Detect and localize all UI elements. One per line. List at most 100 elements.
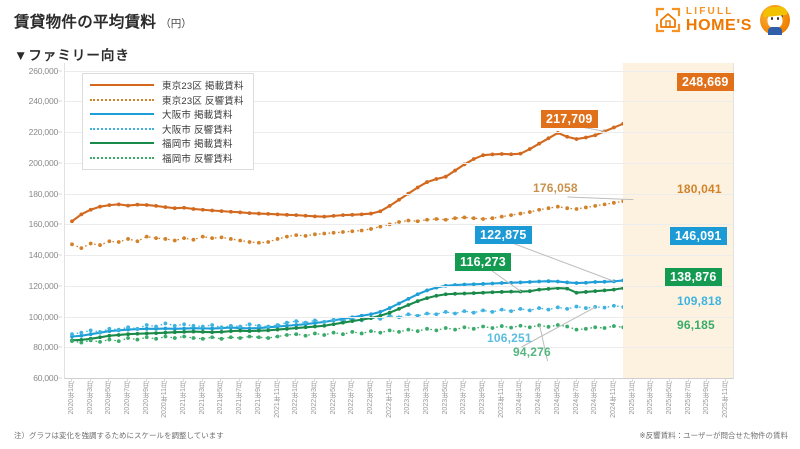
x-axis-tick [668,379,670,382]
x-axis-tick [295,379,297,382]
data-point [387,204,392,208]
data-point [322,231,327,236]
data-point [154,204,158,208]
x-axis-tick [183,379,185,382]
data-point [397,197,401,202]
data-point [79,340,84,345]
data-point [611,324,616,328]
data-point [228,329,233,334]
x-axis-tick [239,379,241,382]
data-point [518,323,523,328]
data-point [434,312,439,317]
x-axis-tick [575,379,577,382]
data-point [172,326,177,331]
data-point [200,330,205,334]
data-point [425,217,429,222]
data-point [415,219,420,224]
y-axis-tick [58,377,62,379]
x-axis-tick [687,379,689,382]
data-point [387,306,392,310]
x-axis-label: 2024年3月 [535,381,543,415]
data-point [583,205,588,210]
gridline [65,224,733,226]
data-point [210,236,215,241]
logo-homes-text: HOME'S [685,16,752,34]
data-point [481,324,485,329]
x-axis-label: 2021年3月 [198,381,206,415]
data-point [219,325,224,330]
x-axis-tick [71,379,72,382]
value-callout: 180,041 [677,182,722,196]
x-axis-label: 2021年11月 [273,381,281,418]
x-axis-tick [108,379,110,382]
data-point [163,321,168,326]
x-axis-tick [706,379,708,382]
value-callout: 248,669 [677,73,734,91]
x-axis-tick [369,379,371,382]
data-point [163,326,168,331]
legend-item[interactable]: 福岡市 反響賃料 [90,152,244,165]
data-point [275,327,280,332]
data-point [574,327,579,332]
legend-item[interactable]: 福岡市 掲載賃料 [90,137,244,150]
data-point [425,288,429,293]
data-point [341,230,345,234]
data-point [98,204,102,209]
x-axis-tick [725,379,726,382]
data-point [509,213,514,218]
legend-swatch-solid [90,142,154,144]
legend-item-label: 大阪市 反響賃料 [162,124,233,136]
legend-item[interactable]: 大阪市 掲載賃料 [90,108,244,121]
data-point [434,328,439,333]
data-point [602,305,607,310]
x-axis-tick [594,379,596,382]
data-point [303,213,308,218]
data-point [574,207,579,211]
data-point [322,320,327,324]
data-point [565,206,570,211]
x-axis-label: 2021年5月 [217,381,225,415]
data-point [182,330,187,334]
data-point [228,323,233,328]
data-point [88,241,93,246]
data-point [144,323,149,327]
data-point [154,331,158,336]
data-point [116,339,121,344]
x-axis-label: 2022年9月 [366,381,374,415]
x-axis-label: 2020年11月 [161,381,169,418]
x-axis-tick [201,379,203,382]
data-point [256,240,261,245]
y-axis-label: 120,000 [28,280,59,291]
data-point [294,326,299,330]
data-point [462,309,467,314]
lifull-mascot-icon [760,5,790,35]
data-point [266,324,271,329]
data-point [313,232,317,237]
data-point [219,235,224,240]
data-point [154,324,158,329]
data-point [462,282,467,287]
gridline [65,162,733,164]
x-axis-tick [426,379,428,382]
data-point [247,322,252,327]
gridline [65,255,733,257]
data-point [583,290,588,294]
x-axis-label: 2025年3月 [647,381,655,415]
value-callout: 176,058 [533,181,578,195]
legend-item[interactable]: 東京23区 反響賃料 [90,94,244,107]
x-axis-label: 2024年9月 [591,381,599,415]
data-point [453,327,457,332]
data-point [163,330,168,335]
y-axis-tick [58,193,62,195]
legend-item[interactable]: 東京23区 掲載賃料 [90,79,244,92]
x-axis-tick [388,379,390,382]
x-axis-tick [612,379,614,382]
data-point [434,217,439,221]
x-axis-label: 2023年1月 [404,381,412,415]
x-axis-tick [257,379,259,382]
legend-item[interactable]: 大阪市 反響賃料 [90,123,244,136]
data-point [191,329,196,334]
y-axis-label: 140,000 [28,250,59,261]
data-point [88,328,93,333]
data-point [182,322,187,327]
